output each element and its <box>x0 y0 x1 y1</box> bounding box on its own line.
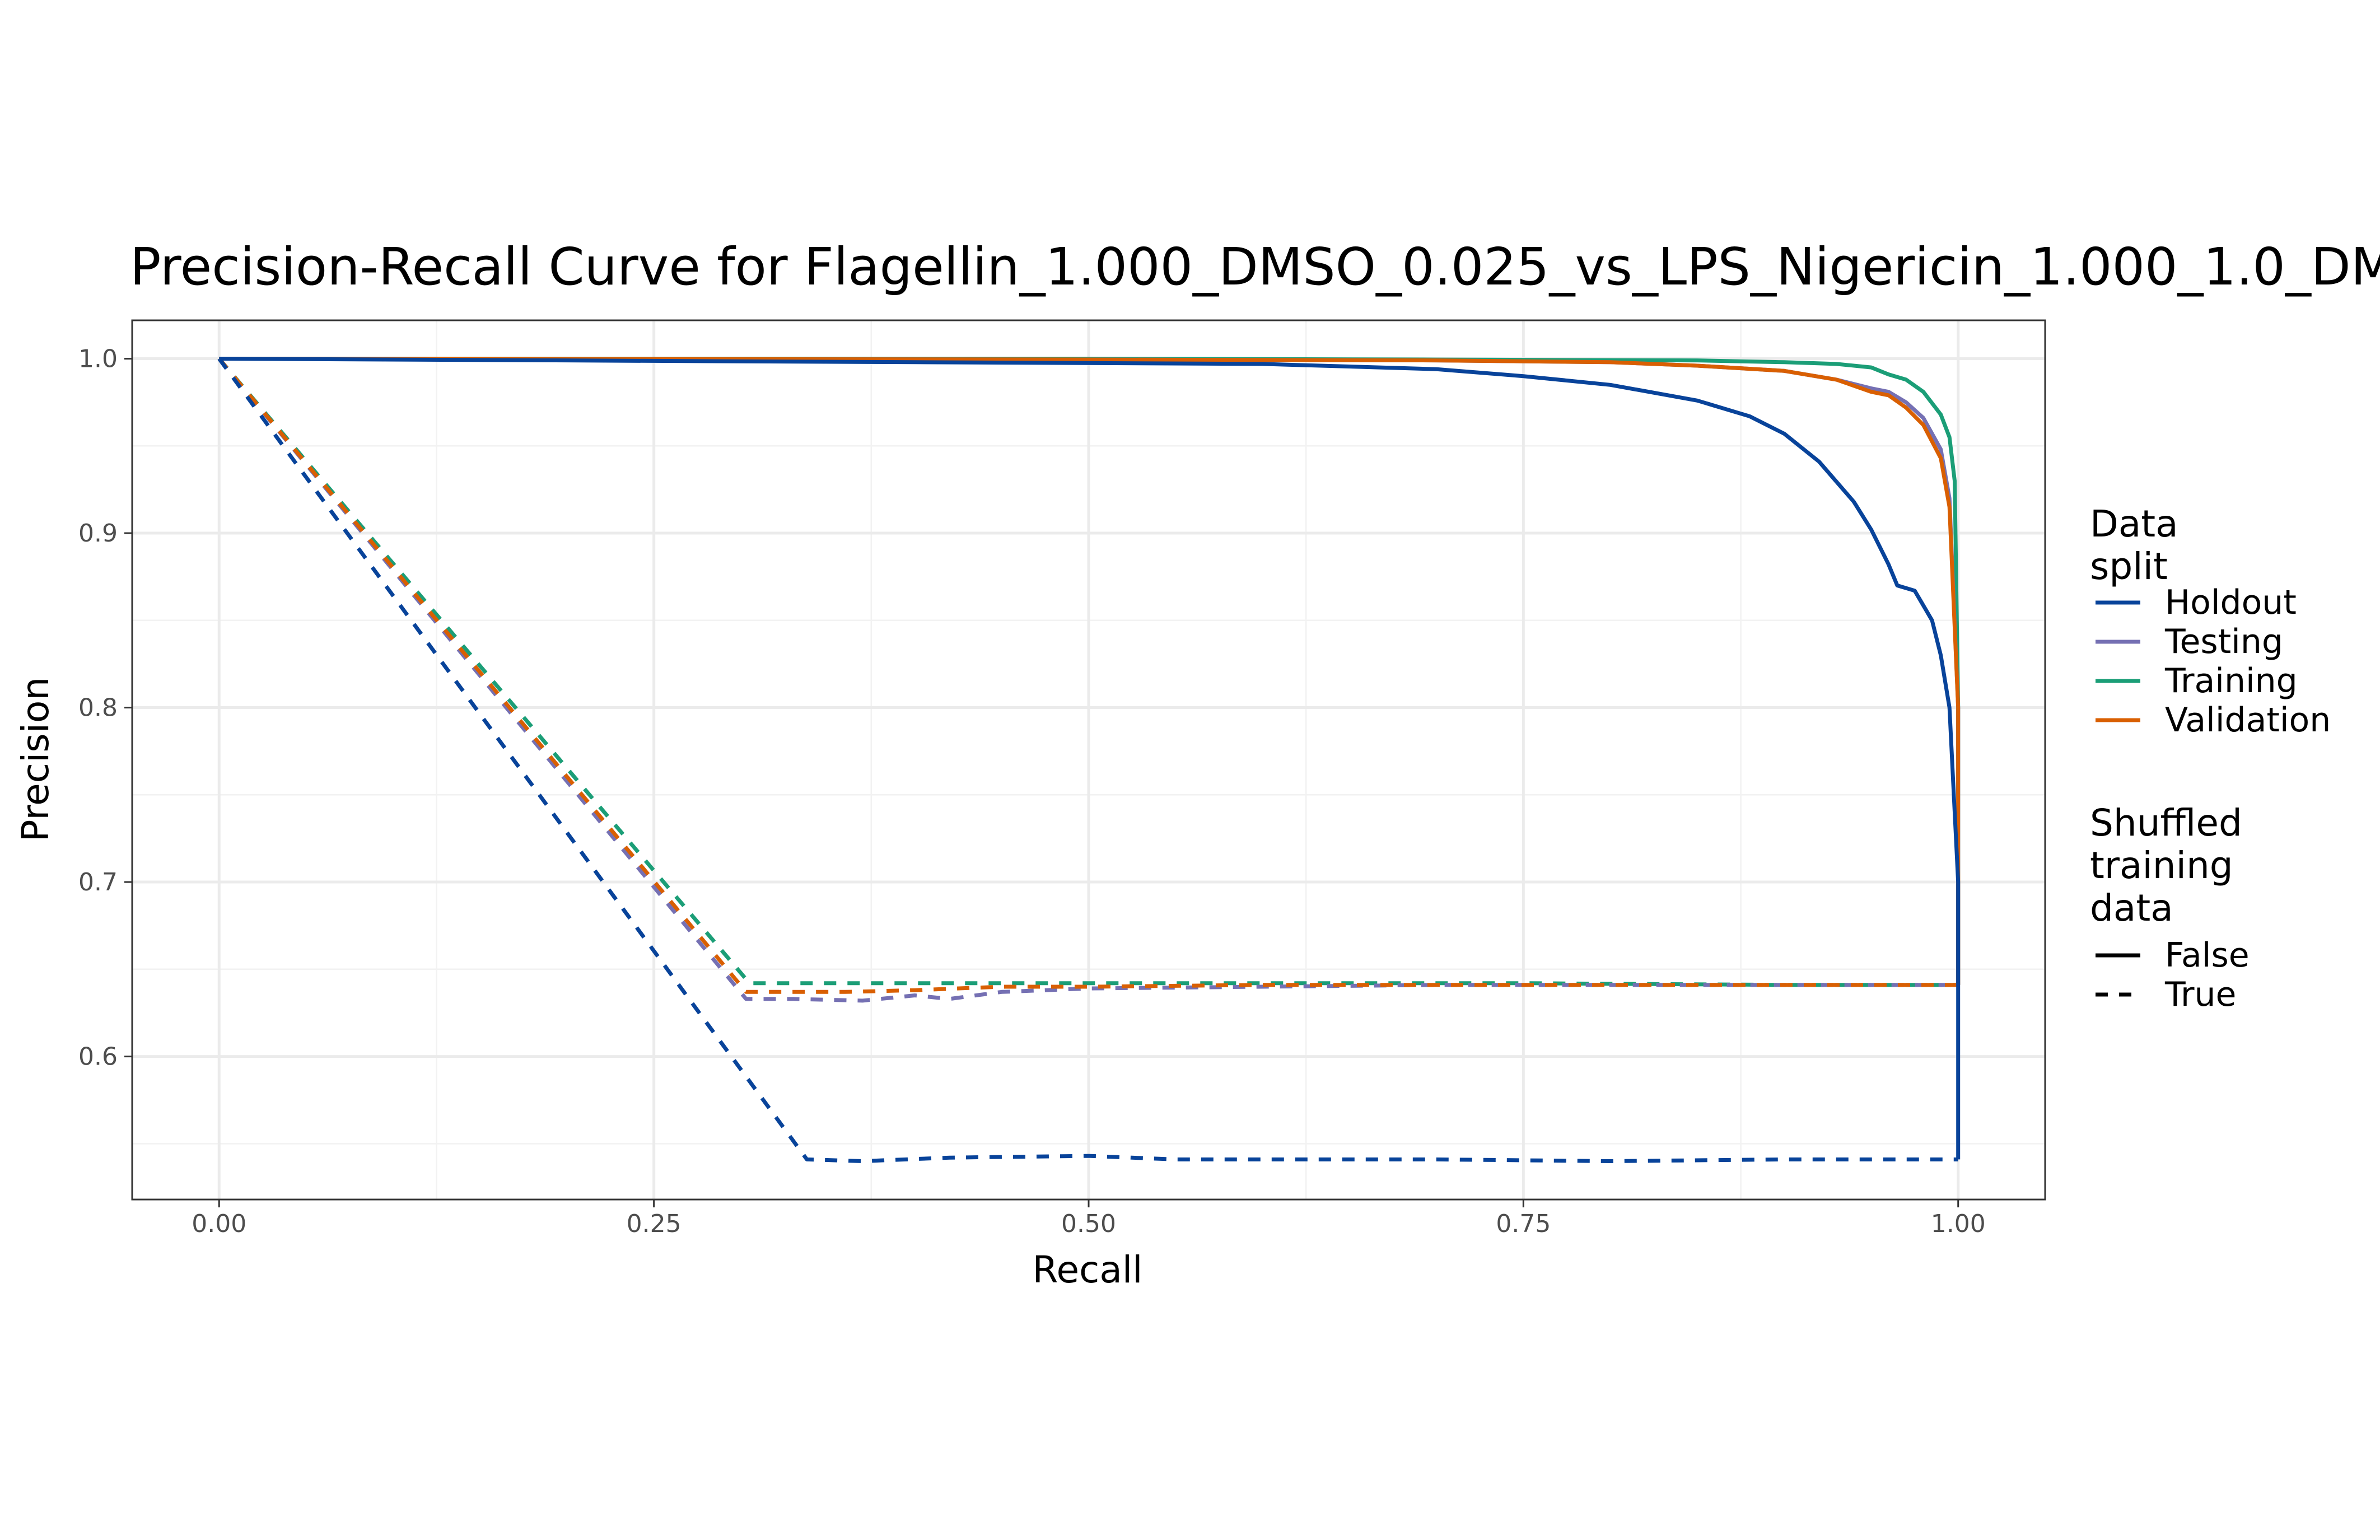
x-axis-title: Recall <box>1033 1248 1143 1291</box>
axes: 0.00 0.25 0.50 0.75 1.00 0.6 0.7 0.8 0.9 1.0 <box>78 345 1986 1238</box>
x-tick-label: 0.75 <box>1496 1210 1551 1238</box>
grid-lines <box>132 320 2045 1200</box>
legend-label-holdout: Holdout <box>2165 583 2297 622</box>
x-tick-label: 1.00 <box>1931 1210 1986 1238</box>
legend-title-data-split: Data <box>2090 502 2178 545</box>
x-tick-label: 0.00 <box>192 1210 246 1238</box>
y-tick-label: 1.0 <box>78 345 118 374</box>
y-axis-title: Precision <box>14 677 57 842</box>
x-tick-label: 0.25 <box>627 1210 682 1238</box>
series-line-holdout-unshuffled <box>219 357 1961 1160</box>
series-line-testing-shuffled <box>217 357 1958 1003</box>
y-tick-label: 0.9 <box>78 519 118 548</box>
legend-label-testing: Testing <box>2164 622 2283 661</box>
legend: DatasplitHoldoutTestingTrainingValidatio… <box>2090 502 2331 1014</box>
legend-title-shuffled: data <box>2090 886 2173 930</box>
legend-label-validation: Validation <box>2165 701 2331 740</box>
legend-label-true: True <box>2164 975 2236 1014</box>
legend-title-shuffled: training <box>2090 844 2233 887</box>
series-line-training-shuffled <box>217 357 1958 987</box>
y-tick-label: 0.8 <box>78 694 118 722</box>
chart-title: Precision-Recall Curve for Flagellin_1.0… <box>130 237 2380 297</box>
y-tick-label: 0.7 <box>78 868 118 897</box>
legend-label-training: Training <box>2164 661 2298 701</box>
legend-title-shuffled: Shuffled <box>2090 801 2242 844</box>
y-tick-label: 0.6 <box>78 1043 118 1071</box>
plot-series <box>217 357 1961 1163</box>
series-line-validation-unshuffled <box>219 357 1961 985</box>
legend-label-false: False <box>2165 936 2250 975</box>
legend-title-data-split: split <box>2090 545 2168 588</box>
series-line-validation-shuffled <box>217 357 1958 994</box>
x-tick-label: 0.50 <box>1061 1210 1116 1238</box>
